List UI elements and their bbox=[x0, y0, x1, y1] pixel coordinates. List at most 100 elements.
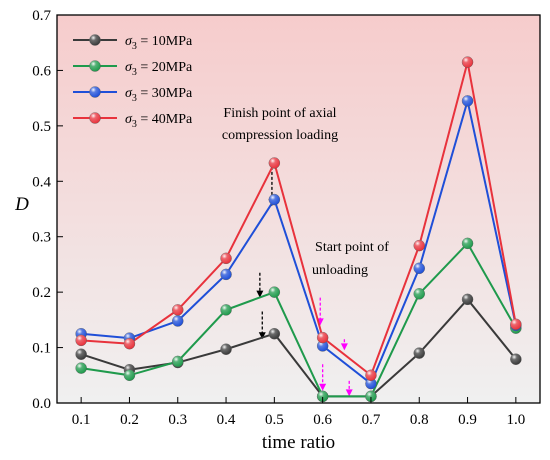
y-tick-label: 0.1 bbox=[32, 341, 51, 357]
data-point bbox=[123, 337, 136, 350]
x-tick-label: 0.1 bbox=[72, 412, 91, 428]
y-tick-label: 0.4 bbox=[32, 174, 51, 190]
data-point-shine bbox=[75, 334, 87, 346]
series-line-0 bbox=[80, 297, 517, 398]
annotation-finish-line-1: Finish point of axial bbox=[223, 106, 336, 121]
data-point bbox=[220, 304, 232, 316]
data-point bbox=[461, 293, 474, 306]
y-tick-label: 0.5 bbox=[32, 119, 51, 135]
data-point-shine bbox=[365, 390, 377, 402]
data-point bbox=[123, 369, 136, 381]
data-point bbox=[461, 56, 474, 68]
data-point-shine bbox=[317, 390, 329, 402]
data-point bbox=[75, 362, 87, 374]
legend-label: σ3 = 20MPa bbox=[125, 60, 193, 78]
data-point bbox=[413, 288, 425, 300]
data-point bbox=[220, 343, 232, 355]
data-point bbox=[220, 268, 232, 281]
data-point bbox=[172, 315, 184, 327]
start-arrow bbox=[319, 364, 327, 391]
data-point bbox=[316, 390, 329, 403]
data-point-shine bbox=[268, 194, 280, 206]
legend-sigma: σ bbox=[125, 112, 133, 127]
data-point bbox=[461, 237, 474, 250]
y-axis: 0.0 0.1 0.2 0.3 0.4 0.5 0.6 0.7 bbox=[32, 8, 63, 412]
legend-label: σ3 = 30MPa bbox=[125, 86, 193, 104]
legend-marker-shine bbox=[89, 86, 101, 98]
x-tick-label: 0.5 bbox=[265, 412, 284, 428]
legend-label: σ3 = 40MPa bbox=[125, 112, 193, 130]
start-arrow bbox=[345, 380, 353, 397]
data-point-shine bbox=[268, 157, 280, 169]
annotations: Finish point of axial compression loadin… bbox=[222, 106, 389, 278]
series-line-3 bbox=[81, 61, 517, 377]
data-point-shine bbox=[220, 343, 232, 355]
arrow-layer bbox=[256, 161, 353, 397]
data-point-shine bbox=[413, 347, 425, 359]
series-line-1 bbox=[81, 241, 517, 398]
annotation-start-line-1: Start point of bbox=[315, 240, 389, 255]
data-point bbox=[268, 286, 281, 298]
data-point-shine bbox=[123, 369, 135, 381]
data-point-shine bbox=[413, 240, 425, 252]
x-tick-label: 0.8 bbox=[410, 412, 429, 428]
start-arrow-head bbox=[345, 389, 353, 397]
data-point bbox=[316, 331, 329, 344]
legend-value: = 40MPa bbox=[137, 112, 193, 127]
finish-arrow-head bbox=[258, 332, 266, 340]
data-point-shine bbox=[462, 95, 474, 107]
data-point-shine bbox=[510, 353, 522, 365]
legend-label: σ3 = 10MPa bbox=[125, 34, 193, 52]
start-arrow-head bbox=[340, 343, 348, 351]
data-point bbox=[172, 304, 184, 316]
data-point-shine bbox=[413, 288, 425, 300]
annotation-finish-line-2: compression loading bbox=[222, 128, 338, 143]
data-point bbox=[172, 355, 184, 368]
data-point-shine bbox=[220, 252, 232, 264]
x-axis-title: time ratio bbox=[262, 432, 335, 453]
data-point bbox=[510, 318, 522, 330]
start-arrow-head bbox=[319, 383, 327, 391]
x-tick-label: 0.2 bbox=[120, 412, 139, 428]
data-point-shine bbox=[317, 332, 329, 344]
legend-item: σ3 = 40MPa bbox=[73, 112, 193, 130]
data-point bbox=[220, 252, 232, 265]
data-point bbox=[510, 353, 522, 365]
data-point-shine bbox=[365, 378, 377, 390]
data-point-shine bbox=[510, 318, 522, 330]
data-point-shine bbox=[268, 286, 280, 298]
x-axis: 0.1 0.2 0.3 0.4 0.5 0.6 0.7 0.8 0.9 1.0 bbox=[72, 397, 525, 428]
series-layer bbox=[75, 56, 522, 403]
data-point-shine bbox=[220, 268, 232, 280]
x-tick-label: 1.0 bbox=[506, 412, 525, 428]
finish-arrow-head bbox=[256, 290, 264, 298]
legend-sigma: σ bbox=[125, 86, 133, 101]
data-point bbox=[413, 347, 425, 359]
y-axis-title: D bbox=[14, 194, 29, 215]
legend-subscript: 3 bbox=[132, 41, 137, 52]
legend-value: = 20MPa bbox=[137, 60, 193, 75]
legend-item: σ3 = 20MPa bbox=[73, 60, 193, 78]
data-point bbox=[268, 193, 281, 206]
legend-value: = 10MPa bbox=[137, 34, 193, 49]
data-point bbox=[365, 390, 377, 403]
series-line-2 bbox=[81, 100, 517, 386]
data-point bbox=[316, 340, 329, 352]
y-tick-label: 0.7 bbox=[32, 8, 51, 24]
data-point-shine bbox=[75, 362, 87, 374]
legend-sigma: σ bbox=[125, 60, 133, 75]
legend-item: σ3 = 10MPa bbox=[73, 34, 193, 52]
y-tick-label: 0.6 bbox=[32, 63, 51, 79]
data-point-shine bbox=[123, 338, 135, 350]
data-point-shine bbox=[268, 328, 280, 340]
legend-value: = 30MPa bbox=[137, 86, 193, 101]
data-point bbox=[413, 239, 425, 252]
start-arrow bbox=[340, 339, 348, 351]
data-point-shine bbox=[172, 315, 184, 327]
data-point-shine bbox=[462, 237, 474, 249]
data-point-shine bbox=[413, 262, 425, 274]
data-point-shine bbox=[172, 304, 184, 316]
legend-sigma: σ bbox=[125, 34, 133, 49]
